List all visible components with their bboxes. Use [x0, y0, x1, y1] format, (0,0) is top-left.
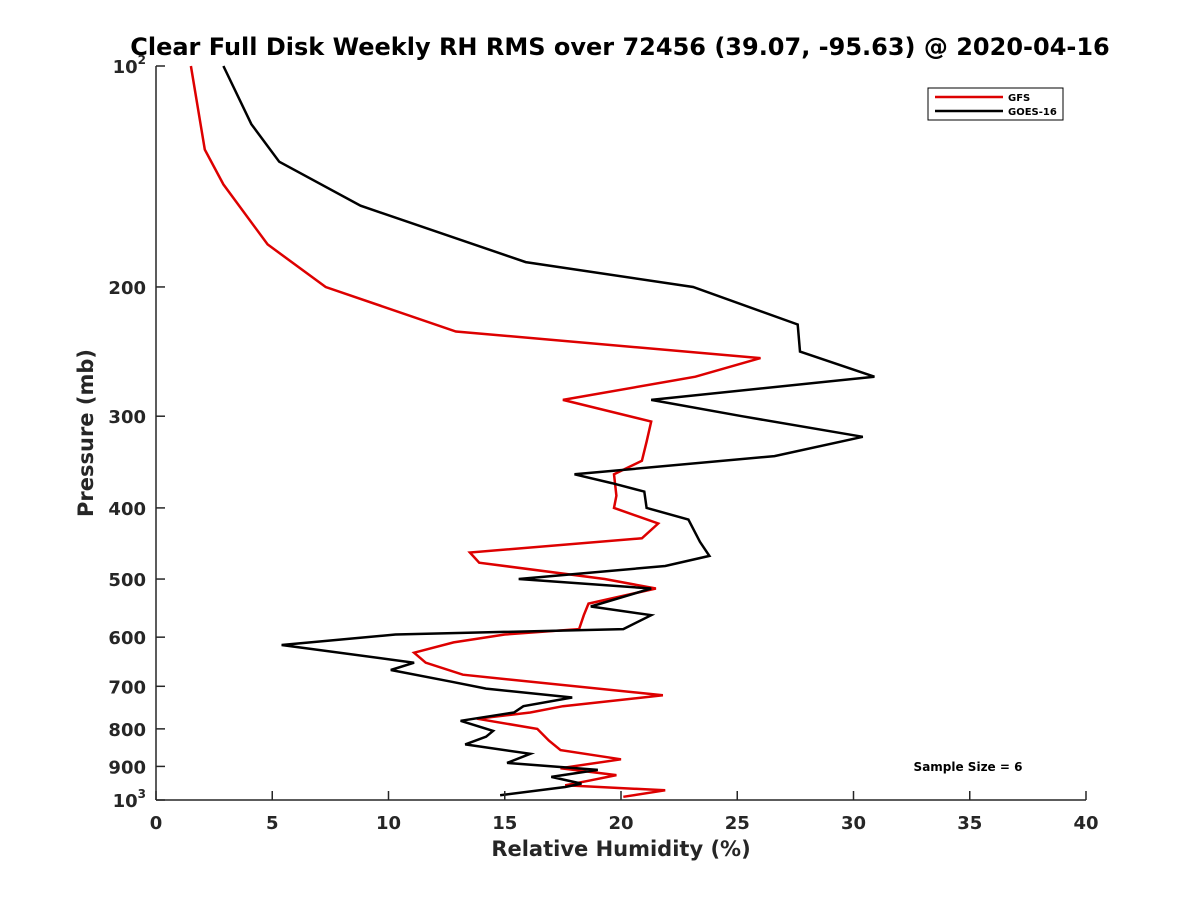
- y-tick-label: 800: [108, 720, 146, 741]
- y-tick-label: 600: [108, 628, 146, 649]
- legend-label-goes16: GOES-16: [1008, 107, 1057, 118]
- y-tick-label: 500: [108, 570, 146, 591]
- series-line-gfs: [189, 65, 761, 799]
- x-tick-label: 25: [725, 813, 750, 834]
- y-tick-label: 103: [113, 787, 146, 812]
- series-layer: [189, 65, 875, 799]
- x-axis-ticks: 0 5 10 15 20 25 30 35 40: [150, 791, 1099, 834]
- y-tick-label: 200: [108, 278, 146, 299]
- y-axis-ticks: 102 200 300 400 500 600 700 800 900 103: [108, 53, 165, 812]
- legend: GFS GOES-16: [927, 87, 1064, 121]
- y-tick-label: 300: [108, 407, 146, 428]
- x-tick-label: 5: [266, 813, 279, 834]
- y-tick-label: 700: [108, 677, 146, 698]
- y-tick-label: 102: [113, 53, 146, 78]
- y-tick-label: 400: [108, 499, 146, 520]
- x-tick-label: 30: [841, 813, 866, 834]
- y-tick-label: 900: [108, 757, 146, 778]
- legend-box: [927, 87, 1064, 121]
- x-tick-label: 0: [150, 813, 163, 834]
- x-tick-label: 35: [957, 813, 982, 834]
- y-axis-label: Pressure (mb): [74, 349, 98, 517]
- x-tick-label: 40: [1073, 813, 1098, 834]
- x-tick-label: 20: [608, 813, 633, 834]
- series-line-goes16: [222, 65, 875, 797]
- x-axis-label: Relative Humidity (%): [491, 837, 750, 861]
- x-tick-label: 10: [376, 813, 401, 834]
- legend-label-gfs: GFS: [1008, 93, 1030, 104]
- sample-size-annotation: Sample Size = 6: [914, 760, 1023, 774]
- x-tick-label: 15: [492, 813, 517, 834]
- chart-title: Clear Full Disk Weekly RH RMS over 72456…: [130, 33, 1110, 61]
